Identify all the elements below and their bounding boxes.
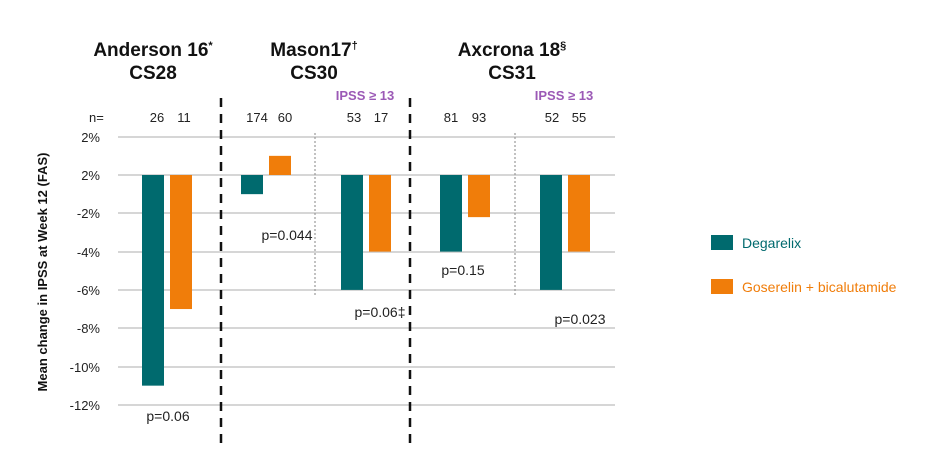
bar-labels: 26 11 p=0.06 174 60 p=0.044 IPSS ≥ 13 53 17 p=0.0… bbox=[146, 88, 605, 424]
study-subtitle: CS28 bbox=[129, 63, 177, 84]
y-axis-label: Mean change in IPSS at Week 12 (FAS) bbox=[35, 153, 50, 392]
legend-swatch-degarelix bbox=[711, 235, 733, 250]
n-count: 52 bbox=[545, 110, 559, 125]
n-count: 60 bbox=[278, 110, 292, 125]
p-value: p=0.06‡ bbox=[355, 304, 406, 320]
legend-swatch-goserelin bbox=[711, 279, 733, 294]
y-tick-label: -8% bbox=[77, 321, 101, 336]
n-count: 11 bbox=[177, 110, 191, 125]
bar-goserelin bbox=[468, 175, 490, 218]
n-count: 26 bbox=[150, 110, 164, 125]
bar-goserelin bbox=[369, 175, 391, 252]
n-count: 53 bbox=[347, 110, 361, 125]
bar-degarelix bbox=[341, 175, 363, 290]
y-tick-label: -6% bbox=[77, 283, 101, 298]
legend-label-goserelin: Goserelin + bicalutamide bbox=[742, 279, 897, 295]
y-tick-label: -10% bbox=[70, 360, 101, 375]
p-value: p=0.023 bbox=[555, 311, 606, 327]
y-tick-label: -2% bbox=[77, 206, 101, 221]
study-title: Mason17† bbox=[270, 40, 357, 61]
subgroup-label: IPSS ≥ 13 bbox=[336, 88, 394, 103]
y-axis-ticks: 2% 2% -2% -4% -6% -8% -10% -12% bbox=[70, 130, 101, 413]
gridlines bbox=[118, 136, 615, 406]
n-label: n= bbox=[89, 110, 104, 125]
n-count: 93 bbox=[472, 110, 486, 125]
bar-degarelix bbox=[241, 175, 263, 195]
bar-goserelin bbox=[170, 175, 192, 310]
bars bbox=[142, 155, 590, 386]
study-title-footnote: † bbox=[352, 40, 358, 52]
y-tick-label: -12% bbox=[70, 398, 101, 413]
study-separators bbox=[219, 98, 516, 447]
study-subtitle: CS30 bbox=[290, 63, 338, 84]
bar-goserelin bbox=[269, 155, 291, 175]
p-value: p=0.044 bbox=[262, 227, 313, 243]
y-tick-label: 2% bbox=[81, 130, 100, 145]
bar-degarelix bbox=[142, 175, 164, 386]
n-count: 17 bbox=[374, 110, 388, 125]
y-tick-label: -4% bbox=[77, 245, 101, 260]
legend-label-degarelix: Degarelix bbox=[742, 235, 801, 251]
bar-goserelin bbox=[568, 175, 590, 252]
study-title-footnote: * bbox=[208, 40, 213, 52]
legend: Degarelix Goserelin + bicalutamide bbox=[711, 235, 897, 295]
study-subtitle: CS31 bbox=[488, 63, 536, 84]
study-title: Anderson 16* bbox=[93, 40, 213, 61]
bar-degarelix bbox=[440, 175, 462, 252]
n-count: 174 bbox=[246, 110, 268, 125]
subgroup-label: IPSS ≥ 13 bbox=[535, 88, 593, 103]
study-title: Axcrona 18§ bbox=[458, 40, 567, 61]
y-tick-label: 2% bbox=[81, 168, 100, 183]
study-titles: Anderson 16*CS28 Mason17†CS30 Axcrona 18§C… bbox=[93, 40, 566, 84]
n-count: 81 bbox=[444, 110, 458, 125]
study-title-footnote: § bbox=[560, 40, 566, 52]
n-count: 55 bbox=[572, 110, 586, 125]
bar-degarelix bbox=[540, 175, 562, 290]
p-value: p=0.06 bbox=[146, 408, 189, 424]
p-value: p=0.15 bbox=[441, 262, 484, 278]
